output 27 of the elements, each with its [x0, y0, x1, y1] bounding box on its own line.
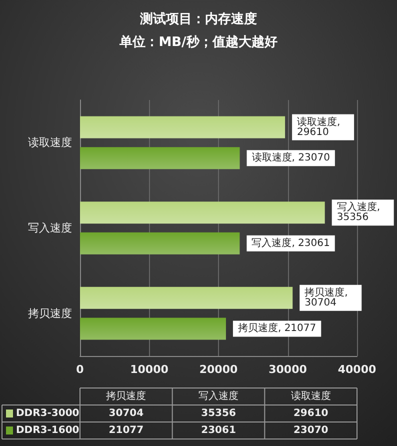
- x-tick-label: 10000: [130, 363, 169, 376]
- data-label: 拷贝速度, 21077: [238, 322, 316, 334]
- x-tick-label: 40000: [338, 363, 376, 376]
- data-label: 拷贝速度, 30704: [304, 286, 351, 308]
- text: 35356: [201, 408, 236, 419]
- text: 30704: [108, 408, 144, 419]
- legend-label: DDR3-1600: [16, 425, 80, 436]
- y-tick-label: 拷贝速度: [28, 306, 72, 320]
- category-label: 写入速度: [198, 391, 238, 402]
- category-label: 拷贝速度: [106, 391, 146, 402]
- data-label: 读取速度, 29610: [297, 116, 344, 138]
- x-tick-label: 30000: [268, 363, 308, 376]
- category-label: 读取速度: [290, 391, 331, 402]
- text: 21077: [108, 425, 144, 436]
- legend-label: DDR3-3000: [16, 408, 80, 419]
- text: 29610: [293, 408, 328, 419]
- chart-title: 测试项目：内存速度: [139, 11, 257, 27]
- chart-subtitle: 单位：MB/秒；值越大越好: [118, 34, 278, 50]
- data-label: 写入速度, 35356: [336, 201, 384, 224]
- data-label: 读取速度, 23070: [252, 152, 330, 164]
- x-tick-label: 0: [76, 363, 84, 376]
- y-tick-label: 写入速度: [28, 222, 72, 234]
- text: 23061: [201, 425, 236, 436]
- x-tick-label: 20000: [199, 363, 238, 376]
- data-label: 写入速度, 23061: [252, 236, 330, 249]
- text: 23070: [293, 425, 328, 436]
- y-tick-label: 读取速度: [28, 136, 72, 150]
